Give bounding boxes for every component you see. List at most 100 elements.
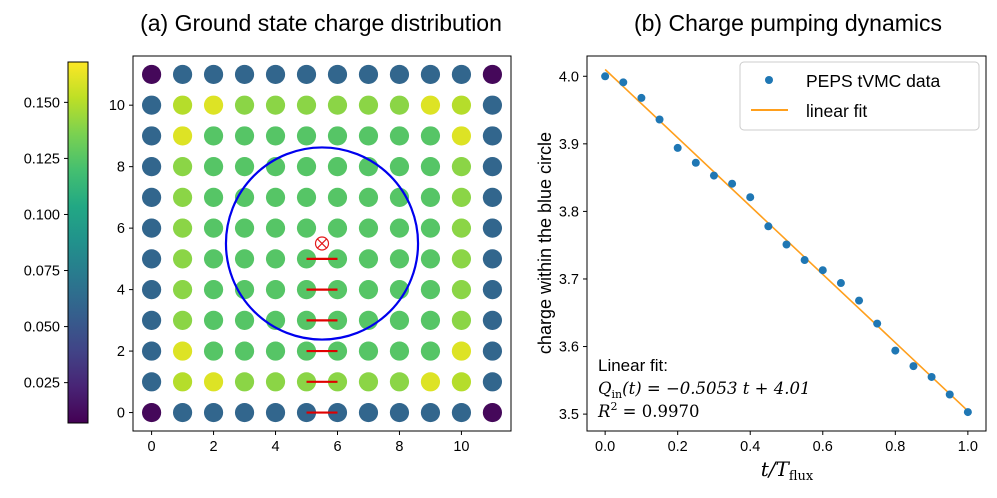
equation-rest: (t) = −0.5053 t + 4.01 [622, 379, 810, 398]
charge-dot [265, 280, 286, 300]
charge-dot [203, 341, 224, 361]
x-tick-label: 6 [333, 439, 341, 455]
panel-a-ticks: 0 2 4 6 8 10 0 2 4 6 8 10 [109, 98, 470, 455]
data-point [800, 256, 809, 265]
data-point [673, 143, 682, 152]
charge-dot [389, 95, 410, 115]
data-point [927, 372, 936, 381]
charge-dot [234, 218, 255, 238]
charge-dot [389, 126, 410, 146]
data-point [963, 408, 972, 417]
charge-dot [172, 126, 193, 146]
charge-dot [482, 280, 503, 300]
charge-dot [420, 187, 441, 207]
colorbar-tick-label: 0.050 [24, 320, 60, 336]
charge-dot [234, 95, 255, 115]
charge-dot [327, 64, 348, 85]
y-tick-label: 3.5 [559, 407, 579, 423]
charge-dot [482, 249, 503, 269]
charge-dot [451, 249, 472, 269]
charge-dot [482, 341, 503, 361]
colorbar-gradient [67, 61, 89, 424]
charge-dot [327, 95, 348, 115]
charge-dot [420, 402, 441, 423]
charge-dot [296, 126, 317, 146]
r2-lhs: R [597, 402, 610, 421]
charge-dot [203, 157, 224, 177]
colorbar-tick-label: 0.025 [24, 376, 60, 392]
panel-b-axes [586, 55, 987, 432]
charge-dot [296, 187, 317, 207]
charge-dot [203, 280, 224, 300]
legend-label-fit: linear fit [806, 101, 867, 121]
charge-dot [141, 372, 162, 392]
charge-dot [141, 280, 162, 300]
charge-dot [141, 126, 162, 146]
charge-dot [203, 249, 224, 269]
charge-dot [358, 126, 379, 146]
colorbar: 0.025 0.050 0.075 0.100 0.125 0.150 [24, 61, 89, 424]
x-tick-label: 2 [210, 439, 218, 455]
charge-dot [358, 95, 379, 115]
charge-dot [296, 218, 317, 238]
data-point [909, 362, 918, 371]
charge-dot [203, 95, 224, 115]
charge-dot [141, 310, 162, 330]
colorbar-tick-label: 0.100 [24, 207, 60, 223]
red-segments [306, 257, 338, 414]
charge-dot [451, 341, 472, 361]
charge-dot [420, 310, 441, 330]
charge-dot [265, 95, 286, 115]
legend-label-data: PEPS tVMC data [806, 71, 940, 91]
y-tick-label: 10 [109, 98, 125, 114]
charge-dot [482, 372, 503, 392]
charge-dot [172, 402, 193, 423]
panel-b-title: (b) Charge pumping dynamics [634, 10, 942, 36]
data-points [601, 72, 972, 417]
charge-dot [234, 249, 255, 269]
charge-dot [141, 402, 162, 423]
panel-a-axes [132, 55, 512, 432]
x-tick-label: 0.6 [813, 439, 833, 455]
x-tick-label: 10 [453, 439, 469, 455]
charge-dot [358, 280, 379, 300]
charge-dot [451, 64, 472, 85]
y-tick-label: 4 [117, 283, 125, 299]
charge-dot [265, 249, 286, 269]
charge-dot [141, 249, 162, 269]
charge-dot [358, 402, 379, 423]
data-point [728, 179, 737, 188]
charge-dot [327, 187, 348, 207]
panel-b-ticks: 0.0 0.2 0.4 0.6 0.8 1.0 3.5 3.6 3.7 3.8 3.9 4.0 [559, 69, 978, 455]
charge-dot [234, 402, 255, 423]
x-tick-label: 4 [271, 439, 279, 455]
colorbar-tick-label: 0.150 [24, 95, 60, 111]
charge-dot [389, 249, 410, 269]
panel-a: (a) Ground state charge distribution 0 2 4… [109, 10, 512, 455]
charge-dot [172, 187, 193, 207]
charge-dot [420, 372, 441, 392]
charge-dot [265, 372, 286, 392]
fit-annotation: Linear fit: Qin(t) = −0.5053 t + 4.01 R2… [597, 356, 810, 421]
charge-dot [451, 126, 472, 146]
charge-dot [420, 64, 441, 85]
y-tick-label: 3.8 [559, 204, 579, 220]
charge-dot [451, 280, 472, 300]
charge-dot [420, 280, 441, 300]
data-point [691, 158, 700, 167]
charge-dot [358, 64, 379, 85]
x-tick-label: 0.2 [668, 439, 688, 455]
data-point [655, 115, 664, 124]
x-tick-label: 0 [148, 439, 156, 455]
x-tick-label: 0.0 [595, 439, 615, 455]
charge-dot [172, 64, 193, 85]
blue-circle [224, 146, 420, 341]
charge-dot [141, 187, 162, 207]
colorbar-tick-label: 0.075 [24, 264, 60, 280]
annotation-r2: R2 = 0.9970 [597, 400, 700, 421]
charge-dot [296, 64, 317, 85]
charge-dot [141, 341, 162, 361]
flux-marker-icon [314, 236, 330, 251]
charge-dot [172, 372, 193, 392]
charge-dot [420, 126, 441, 146]
